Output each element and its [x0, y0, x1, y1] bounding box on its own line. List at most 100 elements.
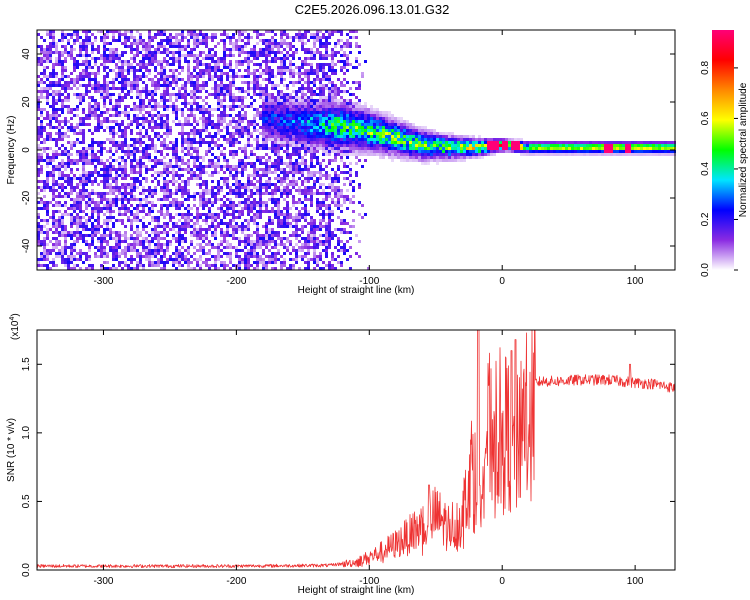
spectrogram-cell — [277, 249, 280, 252]
spectrogram-cell — [253, 81, 256, 84]
spectrogram-cell — [106, 219, 109, 222]
spectrogram-cell — [265, 129, 268, 132]
spectrogram-cell — [277, 141, 280, 144]
spectrogram-cell — [310, 240, 313, 243]
spectrogram-cell — [256, 180, 259, 183]
spectrogram-cell — [247, 252, 250, 255]
spectrogram-cell — [226, 126, 229, 129]
spectrogram-cell — [145, 135, 148, 138]
spectrogram-cell — [217, 75, 220, 78]
spectrogram-cell — [193, 48, 196, 51]
spectrogram-cell — [220, 198, 223, 201]
spectrogram-cell — [127, 150, 130, 153]
spectrogram-cell — [190, 243, 193, 246]
spectrogram-cell — [202, 141, 205, 144]
spectrogram-cell — [313, 186, 316, 189]
spectrogram-cell — [223, 216, 226, 219]
spectrogram-cell — [43, 69, 46, 72]
spectrogram-cell — [283, 60, 286, 63]
spectrogram-cell — [121, 63, 124, 66]
spectrogram-cell — [283, 222, 286, 225]
spectrogram-cell — [175, 78, 178, 81]
spectrogram-cell — [310, 87, 313, 90]
spectrogram-cell — [247, 207, 250, 210]
spectrogram-cell — [280, 213, 283, 216]
spectrogram-cell — [76, 60, 79, 63]
spectrogram-cell — [322, 219, 325, 222]
spectrogram-cell — [82, 93, 85, 96]
spectrogram-cell — [286, 240, 289, 243]
spectrogram-cell — [280, 237, 283, 240]
spectrogram-cell — [166, 87, 169, 90]
spectrogram-cell — [181, 258, 184, 261]
spectrogram-cell — [190, 123, 193, 126]
spectrogram-cell — [130, 249, 133, 252]
spectrogram-cell — [187, 252, 190, 255]
spectrogram-cell — [238, 129, 241, 132]
spectrogram-cell — [175, 189, 178, 192]
spectrogram-cell — [82, 135, 85, 138]
spectrogram-cell — [151, 261, 154, 264]
spectrogram-cell — [316, 117, 319, 120]
spectrogram-cell — [277, 120, 280, 123]
spectrogram-cell — [322, 234, 325, 237]
spectrogram-cell — [223, 147, 226, 150]
spectrogram-cell — [64, 90, 67, 93]
spectrogram-cell — [241, 114, 244, 117]
spectrogram-cell — [67, 258, 70, 261]
spectrogram-cell — [205, 231, 208, 234]
spectrogram-cell — [265, 60, 268, 63]
spectrogram-cell — [241, 96, 244, 99]
spectrogram-cell — [145, 171, 148, 174]
spectrogram-cell — [142, 102, 145, 105]
spectrogram-cell — [238, 225, 241, 228]
spectrogram-cell — [214, 72, 217, 75]
spectrogram-cell — [43, 54, 46, 57]
spectrogram-cell — [286, 33, 289, 36]
spectrogram-cell — [247, 51, 250, 54]
spectrogram-cell — [142, 249, 145, 252]
spectrogram-cell — [310, 165, 313, 168]
spectrogram-cell — [277, 207, 280, 210]
spectrogram-cell — [313, 45, 316, 48]
spectrogram-cell — [112, 267, 115, 270]
spectrogram-cell — [46, 171, 49, 174]
spectrogram-cell — [319, 63, 322, 66]
spectrogram-cell — [61, 75, 64, 78]
spectrogram-cell — [61, 87, 64, 90]
spectrogram-cell — [295, 222, 298, 225]
spectrogram-cell — [280, 222, 283, 225]
spectrogram-cell — [277, 123, 280, 126]
spectrogram-cell — [163, 252, 166, 255]
spectrogram-cell — [313, 171, 316, 174]
spectrogram-cell — [52, 195, 55, 198]
spectrogram-cell — [226, 180, 229, 183]
spectrogram-cell — [157, 234, 160, 237]
spectrogram-cell — [97, 171, 100, 174]
spectrogram-cell — [130, 237, 133, 240]
spectrogram-cell — [244, 228, 247, 231]
spectrogram-cell — [319, 99, 322, 102]
spectrogram-cell — [73, 246, 76, 249]
spectrogram-cell — [37, 174, 40, 177]
spectrogram-cell — [109, 213, 112, 216]
spectrogram-cell — [58, 183, 61, 186]
spectrogram-cell — [280, 192, 283, 195]
spectrogram-cell — [313, 57, 316, 60]
spectrogram-cell — [217, 84, 220, 87]
spectrogram-cell — [52, 189, 55, 192]
spectrogram-cell — [151, 240, 154, 243]
spectrogram-cell — [298, 87, 301, 90]
spectrogram-cell — [154, 243, 157, 246]
spectrogram-cell — [223, 99, 226, 102]
spectrogram-cell — [109, 189, 112, 192]
spectrogram-cell — [247, 120, 250, 123]
spectrogram-cell — [64, 135, 67, 138]
spectrogram-cell — [166, 249, 169, 252]
spectrogram-cell — [205, 258, 208, 261]
spectrogram-cell — [91, 162, 94, 165]
spectrogram-cell — [190, 30, 193, 33]
spectrogram-cell — [247, 237, 250, 240]
spectrogram-cell — [58, 60, 61, 63]
spectrogram-cell — [148, 135, 151, 138]
